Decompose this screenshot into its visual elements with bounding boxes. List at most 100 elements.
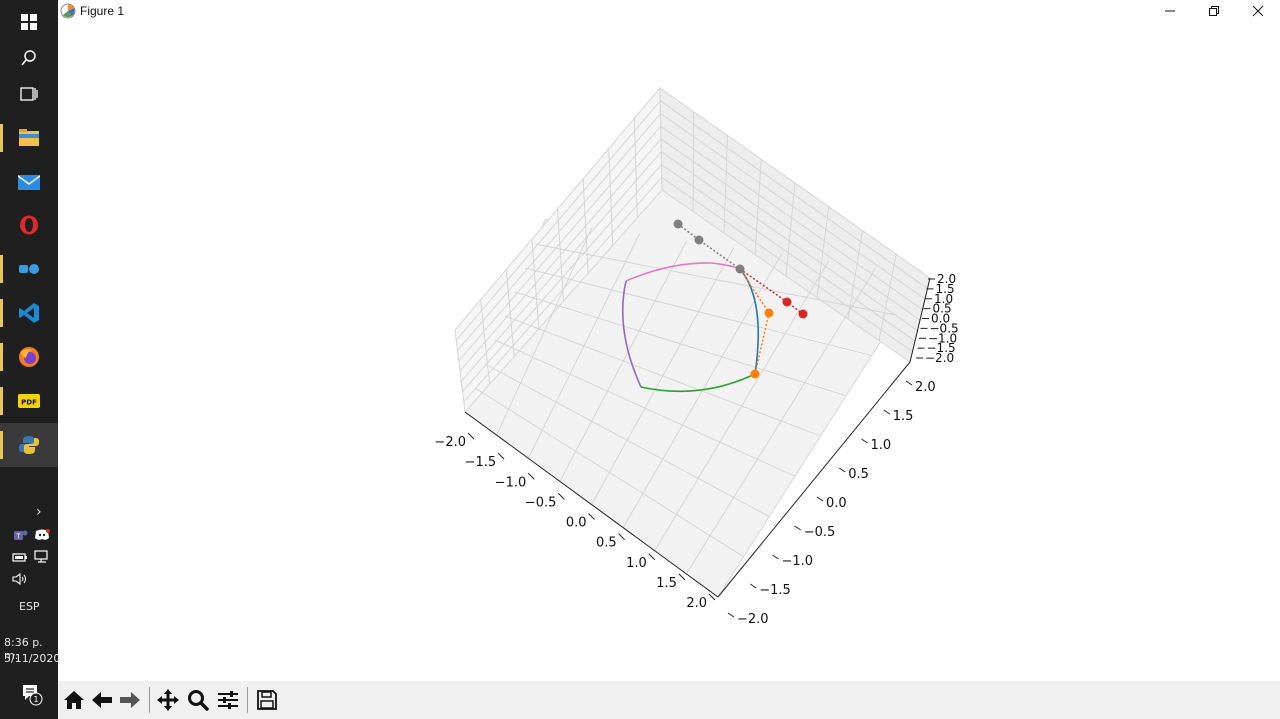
show-hidden-icons-chevron-icon[interactable]: › xyxy=(36,504,42,520)
teams-icon[interactable]: T xyxy=(12,528,28,542)
y-axis-tick-label: 0.0 xyxy=(826,496,847,511)
z-axis-tick-label: 0.0 xyxy=(931,312,950,326)
windows-start-icon xyxy=(21,14,37,30)
zoom-button[interactable] xyxy=(185,686,211,714)
gray-point xyxy=(694,235,704,245)
z-axis-tick-label: −1.0 xyxy=(928,331,957,345)
orange-point xyxy=(764,308,774,318)
file-explorer-icon xyxy=(19,129,39,146)
notifications-icon[interactable]: 1 xyxy=(21,683,45,707)
curve-purple xyxy=(621,280,642,388)
x-axis-tick xyxy=(527,472,535,480)
y-axis-tick-label: −1.5 xyxy=(759,583,791,598)
home-button[interactable] xyxy=(61,686,87,714)
app-button[interactable] xyxy=(0,247,58,291)
toolbar-separator xyxy=(149,687,150,713)
x-axis-tick-label: 2.0 xyxy=(686,596,707,611)
x-axis-tick xyxy=(497,452,505,460)
x-axis-tick xyxy=(678,573,686,581)
y-axis-tick xyxy=(772,554,779,560)
window-title-bar[interactable]: Figure 1 xyxy=(58,0,1280,24)
pan-button[interactable] xyxy=(155,686,181,714)
mail-button[interactable] xyxy=(0,160,58,204)
z-axis-tick-label: 0.5 xyxy=(933,302,952,316)
x-axis-tick xyxy=(618,533,625,540)
link-gray xyxy=(677,223,741,270)
close-icon xyxy=(1252,5,1264,17)
back-button[interactable] xyxy=(89,686,115,714)
x-axis-tick-label: −0.5 xyxy=(525,495,557,510)
y-axis-tick-label: −2.0 xyxy=(737,612,769,627)
y-axis-tick-label: 1.0 xyxy=(871,438,892,453)
discord-icon[interactable] xyxy=(34,529,50,541)
mail-icon xyxy=(18,175,40,190)
x-axis-tick-label: −1.0 xyxy=(495,475,527,490)
y-axis-tick xyxy=(838,467,846,473)
y-axis-line xyxy=(717,361,911,598)
svg-text:T: T xyxy=(15,533,21,541)
zoom-icon xyxy=(188,690,209,711)
battery-icon[interactable] xyxy=(12,551,28,563)
figure-canvas[interactable]: −2.0−1.5−1.0−0.50.00.51.01.52.0 −2.0−1.5… xyxy=(58,24,1280,681)
curve-green xyxy=(640,373,756,393)
home-icon xyxy=(64,691,84,709)
red-point xyxy=(782,297,792,307)
minimize-icon xyxy=(1165,10,1175,12)
z-axis-line xyxy=(909,277,931,363)
navigation-toolbar xyxy=(58,681,1280,719)
curve-pink xyxy=(625,262,741,282)
x-axis-tick-label: 0.0 xyxy=(566,516,587,531)
close-button[interactable] xyxy=(1236,0,1280,22)
x-axis-tick-label: 1.5 xyxy=(656,576,677,591)
y-axis-tick xyxy=(816,496,824,502)
y-axis-tick xyxy=(727,612,735,618)
y-axis-tick xyxy=(794,525,802,531)
file-explorer-button[interactable] xyxy=(0,116,58,160)
pan-icon xyxy=(157,689,179,711)
restore-button[interactable] xyxy=(1192,0,1236,22)
save-button[interactable] xyxy=(254,686,280,714)
x-axis-tick xyxy=(558,493,565,500)
volume-icon[interactable] xyxy=(12,573,30,585)
firefox-icon xyxy=(19,347,39,367)
opera-button[interactable] xyxy=(0,203,58,247)
windows-start-button[interactable] xyxy=(0,0,58,44)
orange-point xyxy=(750,369,760,379)
minimize-button[interactable] xyxy=(1148,0,1192,22)
matplotlib-icon xyxy=(60,3,76,19)
gray-point xyxy=(735,264,745,274)
configure-subplots-icon xyxy=(218,691,238,709)
forward-button[interactable] xyxy=(117,686,143,714)
vscode-button[interactable] xyxy=(0,291,58,335)
z-axis-tick-label: −1.5 xyxy=(927,341,956,355)
z-axis-ticks: −2.0−1.5−1.0−0.50.00.51.01.52.0 xyxy=(916,272,959,365)
z-axis-tick-label: −0.5 xyxy=(930,321,959,335)
svg-text:PDF: PDF xyxy=(21,399,37,407)
window-title: Figure 1 xyxy=(80,4,125,18)
language-indicator[interactable]: ESP xyxy=(19,600,40,613)
vscode-icon xyxy=(19,303,39,323)
configure-subplots-button[interactable] xyxy=(215,686,241,714)
pdf-icon: PDF xyxy=(18,394,40,408)
x-axis-line xyxy=(464,411,719,598)
pdf-button[interactable]: PDF xyxy=(0,379,58,423)
clock-time[interactable]: 8:36 p. m. xyxy=(4,636,43,662)
x-axis-tick xyxy=(648,553,656,561)
forward-icon xyxy=(120,692,140,708)
python-button[interactable] xyxy=(0,423,58,467)
python-icon xyxy=(19,436,39,454)
task-view-button[interactable] xyxy=(0,72,58,116)
z-axis-tick-label: −2.0 xyxy=(925,351,954,365)
y-axis-tick xyxy=(749,583,757,589)
firefox-button[interactable] xyxy=(0,335,58,379)
x-axis-tick-label: −2.0 xyxy=(434,435,466,450)
x-axis-tick xyxy=(588,513,595,520)
x-axis-tick-label: 0.5 xyxy=(596,536,617,551)
search-button[interactable] xyxy=(0,36,58,80)
x-axis-tick-label: −1.5 xyxy=(465,455,497,470)
task-view-icon xyxy=(20,87,38,101)
y-axis-tick xyxy=(905,380,913,386)
save-icon xyxy=(257,690,277,710)
clock-date[interactable]: 5/11/2020 xyxy=(4,652,61,665)
network-icon[interactable] xyxy=(34,550,50,564)
